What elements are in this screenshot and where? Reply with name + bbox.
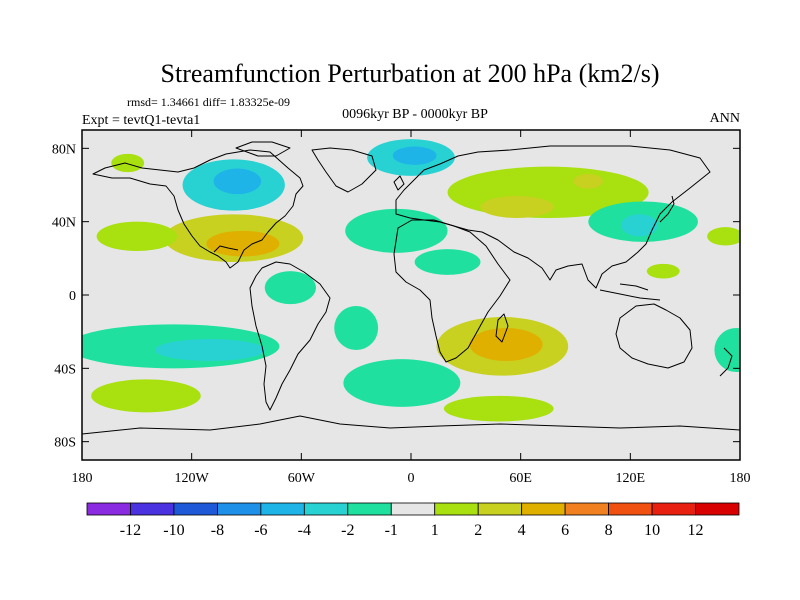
map-panel xyxy=(82,130,740,460)
colorbar-box xyxy=(173,502,218,516)
colorbar-box xyxy=(130,502,175,516)
field-west-pacific-positive xyxy=(646,263,680,279)
colorbar-label: 8 xyxy=(605,522,613,539)
map-background xyxy=(82,130,740,460)
coast-madagascar xyxy=(495,313,509,343)
colorbar-box xyxy=(86,502,131,516)
colorbar-box xyxy=(564,502,610,516)
y-tick-label: 40N xyxy=(52,216,76,231)
field-southern-ocean-negative xyxy=(343,359,461,407)
colorbar-label: -12 xyxy=(120,522,141,539)
coast-antarctica xyxy=(82,415,740,435)
coastlines xyxy=(82,141,740,435)
field-atlantic-negative xyxy=(345,208,448,253)
colorbar-box xyxy=(521,502,566,516)
colorbar-label: 1 xyxy=(431,522,439,539)
x-tick-label: 60E xyxy=(509,471,532,486)
colorbar-box xyxy=(608,502,653,516)
coast-gulf-of-mexico xyxy=(213,245,239,253)
x-tick-label: 60W xyxy=(288,471,316,486)
colorbar-box xyxy=(695,502,740,516)
y-tick-label: 80S xyxy=(54,436,76,451)
colorbar-label: -10 xyxy=(163,522,184,539)
stats-label: rmsd= 1.34661 diff= 1.83325e-09 xyxy=(127,95,290,109)
coast-africa xyxy=(393,219,511,363)
x-tick-label: 120W xyxy=(175,471,210,486)
field-east-asia-negative-core xyxy=(621,214,658,237)
field-south-pacific-negative-core xyxy=(155,339,265,361)
colorbar-label: 4 xyxy=(518,522,526,539)
field-central-asia-positive-core xyxy=(573,174,603,189)
field-north-africa-negative xyxy=(414,249,481,275)
x-tick-label: 180 xyxy=(72,471,93,486)
coast-greenland xyxy=(311,147,377,193)
colorbar-label: -2 xyxy=(341,522,354,539)
y-tick-label: 0 xyxy=(69,289,76,304)
colorbar-box xyxy=(651,502,696,516)
coast-indonesia xyxy=(599,283,661,301)
coast-australia xyxy=(615,303,693,369)
colorbar-label: 12 xyxy=(688,522,704,539)
coast-arctic-islands xyxy=(235,141,291,157)
colorbar-label: 10 xyxy=(644,522,660,539)
colorbar-box xyxy=(477,502,523,516)
field-eastern-pacific-positive-arm xyxy=(96,221,178,251)
colorbar: -12 -10 -8 -6 -4 -2 -1 1 2 4 6 8 10 12 xyxy=(86,502,740,539)
experiment-label: Expt = tevtQ1-tevta1 xyxy=(82,113,200,128)
colorbar-box xyxy=(260,502,305,516)
chart-title: Streamfunction Perturbation at 200 hPa (… xyxy=(161,59,660,88)
colorbar-label: 6 xyxy=(561,522,569,539)
colorbar-box xyxy=(347,502,392,516)
colorbar-box xyxy=(303,502,349,516)
colorbar-box xyxy=(216,502,262,516)
field-mexico-positive-core xyxy=(206,230,280,257)
colorbar-box xyxy=(390,502,436,516)
coast-south-america xyxy=(249,261,331,411)
y-tick-label: 80N xyxy=(52,142,76,157)
field-subantarctic-pacific-positive xyxy=(91,379,201,413)
colorbar-box xyxy=(434,502,479,516)
colorbar-label: -4 xyxy=(298,522,311,539)
y-tick-label: 40S xyxy=(54,362,76,377)
field-arctic-negative-core xyxy=(392,146,437,165)
field-south-atlantic-negative xyxy=(334,306,379,350)
x-tick-label: 120E xyxy=(616,471,646,486)
field-new-zealand-negative xyxy=(714,328,740,372)
x-tick-label: 0 xyxy=(408,471,415,486)
colorbar-label: -1 xyxy=(385,522,398,539)
x-tick-label: 180 xyxy=(730,471,751,486)
colorbar-label: -8 xyxy=(211,522,224,539)
colorbar-label: 2 xyxy=(474,522,482,539)
coast-north-america xyxy=(92,149,304,269)
colorbar-label: -6 xyxy=(254,522,267,539)
field-alaska-positive xyxy=(111,153,145,173)
coast-eurasia xyxy=(395,145,711,289)
field-south-africa-positive-core xyxy=(469,328,543,361)
season-label: ANN xyxy=(710,111,740,126)
contour-fields xyxy=(82,139,740,422)
field-north-america-negative-core xyxy=(213,168,262,195)
field-middle-east-positive xyxy=(480,196,554,218)
period-label: 0096kyr BP - 0000kyr BP xyxy=(342,107,488,122)
coast-new-zealand xyxy=(719,347,733,377)
coast-uk xyxy=(393,175,405,191)
field-southern-indian-positive xyxy=(443,395,554,422)
field-far-east-positive xyxy=(707,227,740,246)
axis-ticks: 180 120W 60W 0 60E 120E 180 80N 40N 0 40S 80S xyxy=(52,130,751,486)
coast-japan xyxy=(659,195,675,223)
field-equatorial-america-negative xyxy=(264,271,316,305)
